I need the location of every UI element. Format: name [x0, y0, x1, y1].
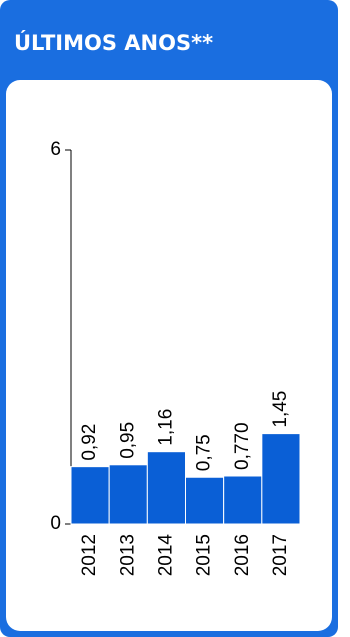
value-label: 0,770 [232, 422, 253, 470]
x-tick-label: 2012 [79, 534, 100, 576]
x-tick-label: 2013 [117, 534, 138, 576]
value-label: 0,92 [79, 424, 100, 461]
y-tick-label: 0 [50, 513, 61, 534]
value-label: 1,45 [270, 391, 291, 428]
value-label: 1,16 [155, 409, 176, 446]
x-tick-label: 2014 [155, 534, 176, 577]
x-tick-label: 2017 [270, 534, 291, 576]
bar [223, 475, 263, 525]
bar [108, 464, 148, 525]
value-label: 0,75 [194, 434, 215, 471]
x-tick-label: 2015 [194, 534, 215, 576]
x-tick-label: 2016 [232, 534, 253, 576]
bar [70, 466, 110, 525]
bar [185, 476, 225, 525]
y-tick-label: 6 [50, 139, 61, 160]
bar [261, 433, 301, 525]
chart-title: ÚLTIMOS ANOS** [14, 30, 213, 55]
value-label: 0,95 [117, 422, 138, 459]
bar [146, 451, 186, 525]
